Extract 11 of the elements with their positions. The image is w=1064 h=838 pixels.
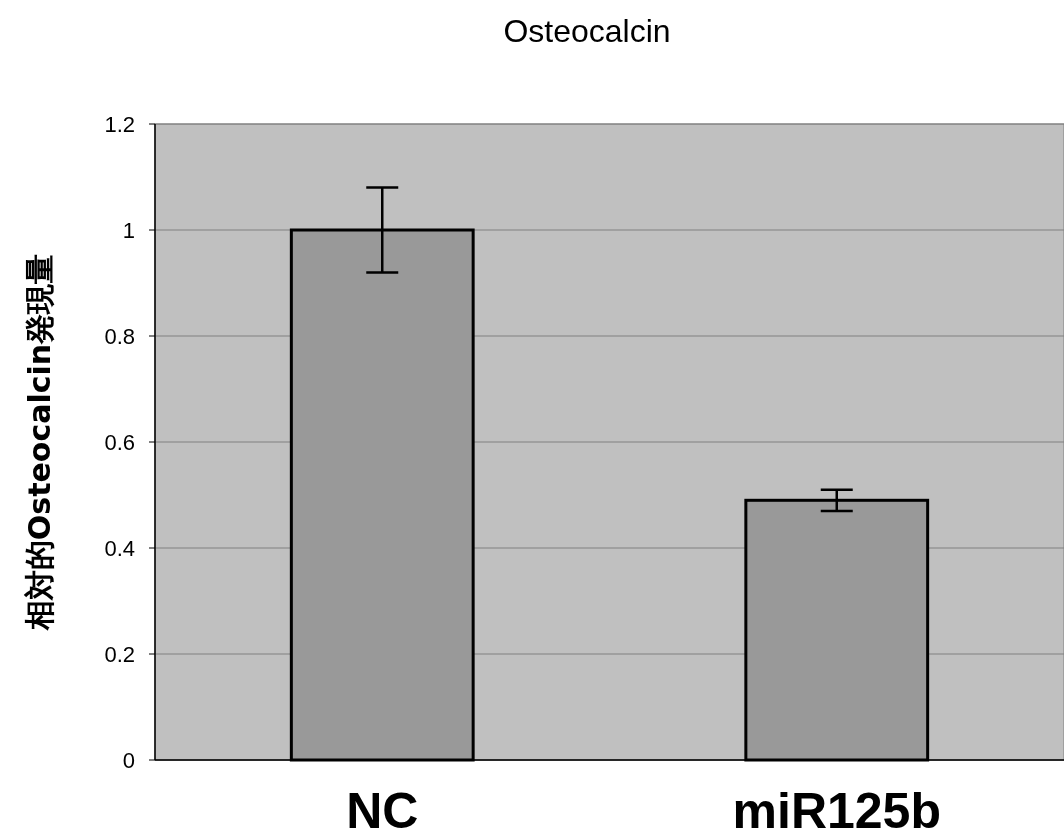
y-axis-title: 相対的Osteocalcin発現量 bbox=[22, 253, 57, 632]
y-tick-label: 0.6 bbox=[104, 429, 135, 455]
chart-title: Osteocalcin bbox=[503, 13, 671, 49]
y-tick-label: 1 bbox=[122, 217, 135, 243]
x-tick-label: miR125b bbox=[732, 783, 941, 838]
y-tick-label: 0.4 bbox=[104, 535, 135, 561]
x-tick-label: NC bbox=[346, 783, 419, 838]
y-tick-label: 1.2 bbox=[104, 111, 135, 137]
y-tick-label: 0.8 bbox=[104, 323, 135, 349]
y-tick-label: 0.2 bbox=[104, 641, 135, 667]
y-tick-label: 0 bbox=[122, 747, 135, 773]
